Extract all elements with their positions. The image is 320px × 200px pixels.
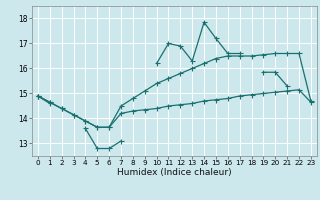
X-axis label: Humidex (Indice chaleur): Humidex (Indice chaleur) <box>117 168 232 177</box>
